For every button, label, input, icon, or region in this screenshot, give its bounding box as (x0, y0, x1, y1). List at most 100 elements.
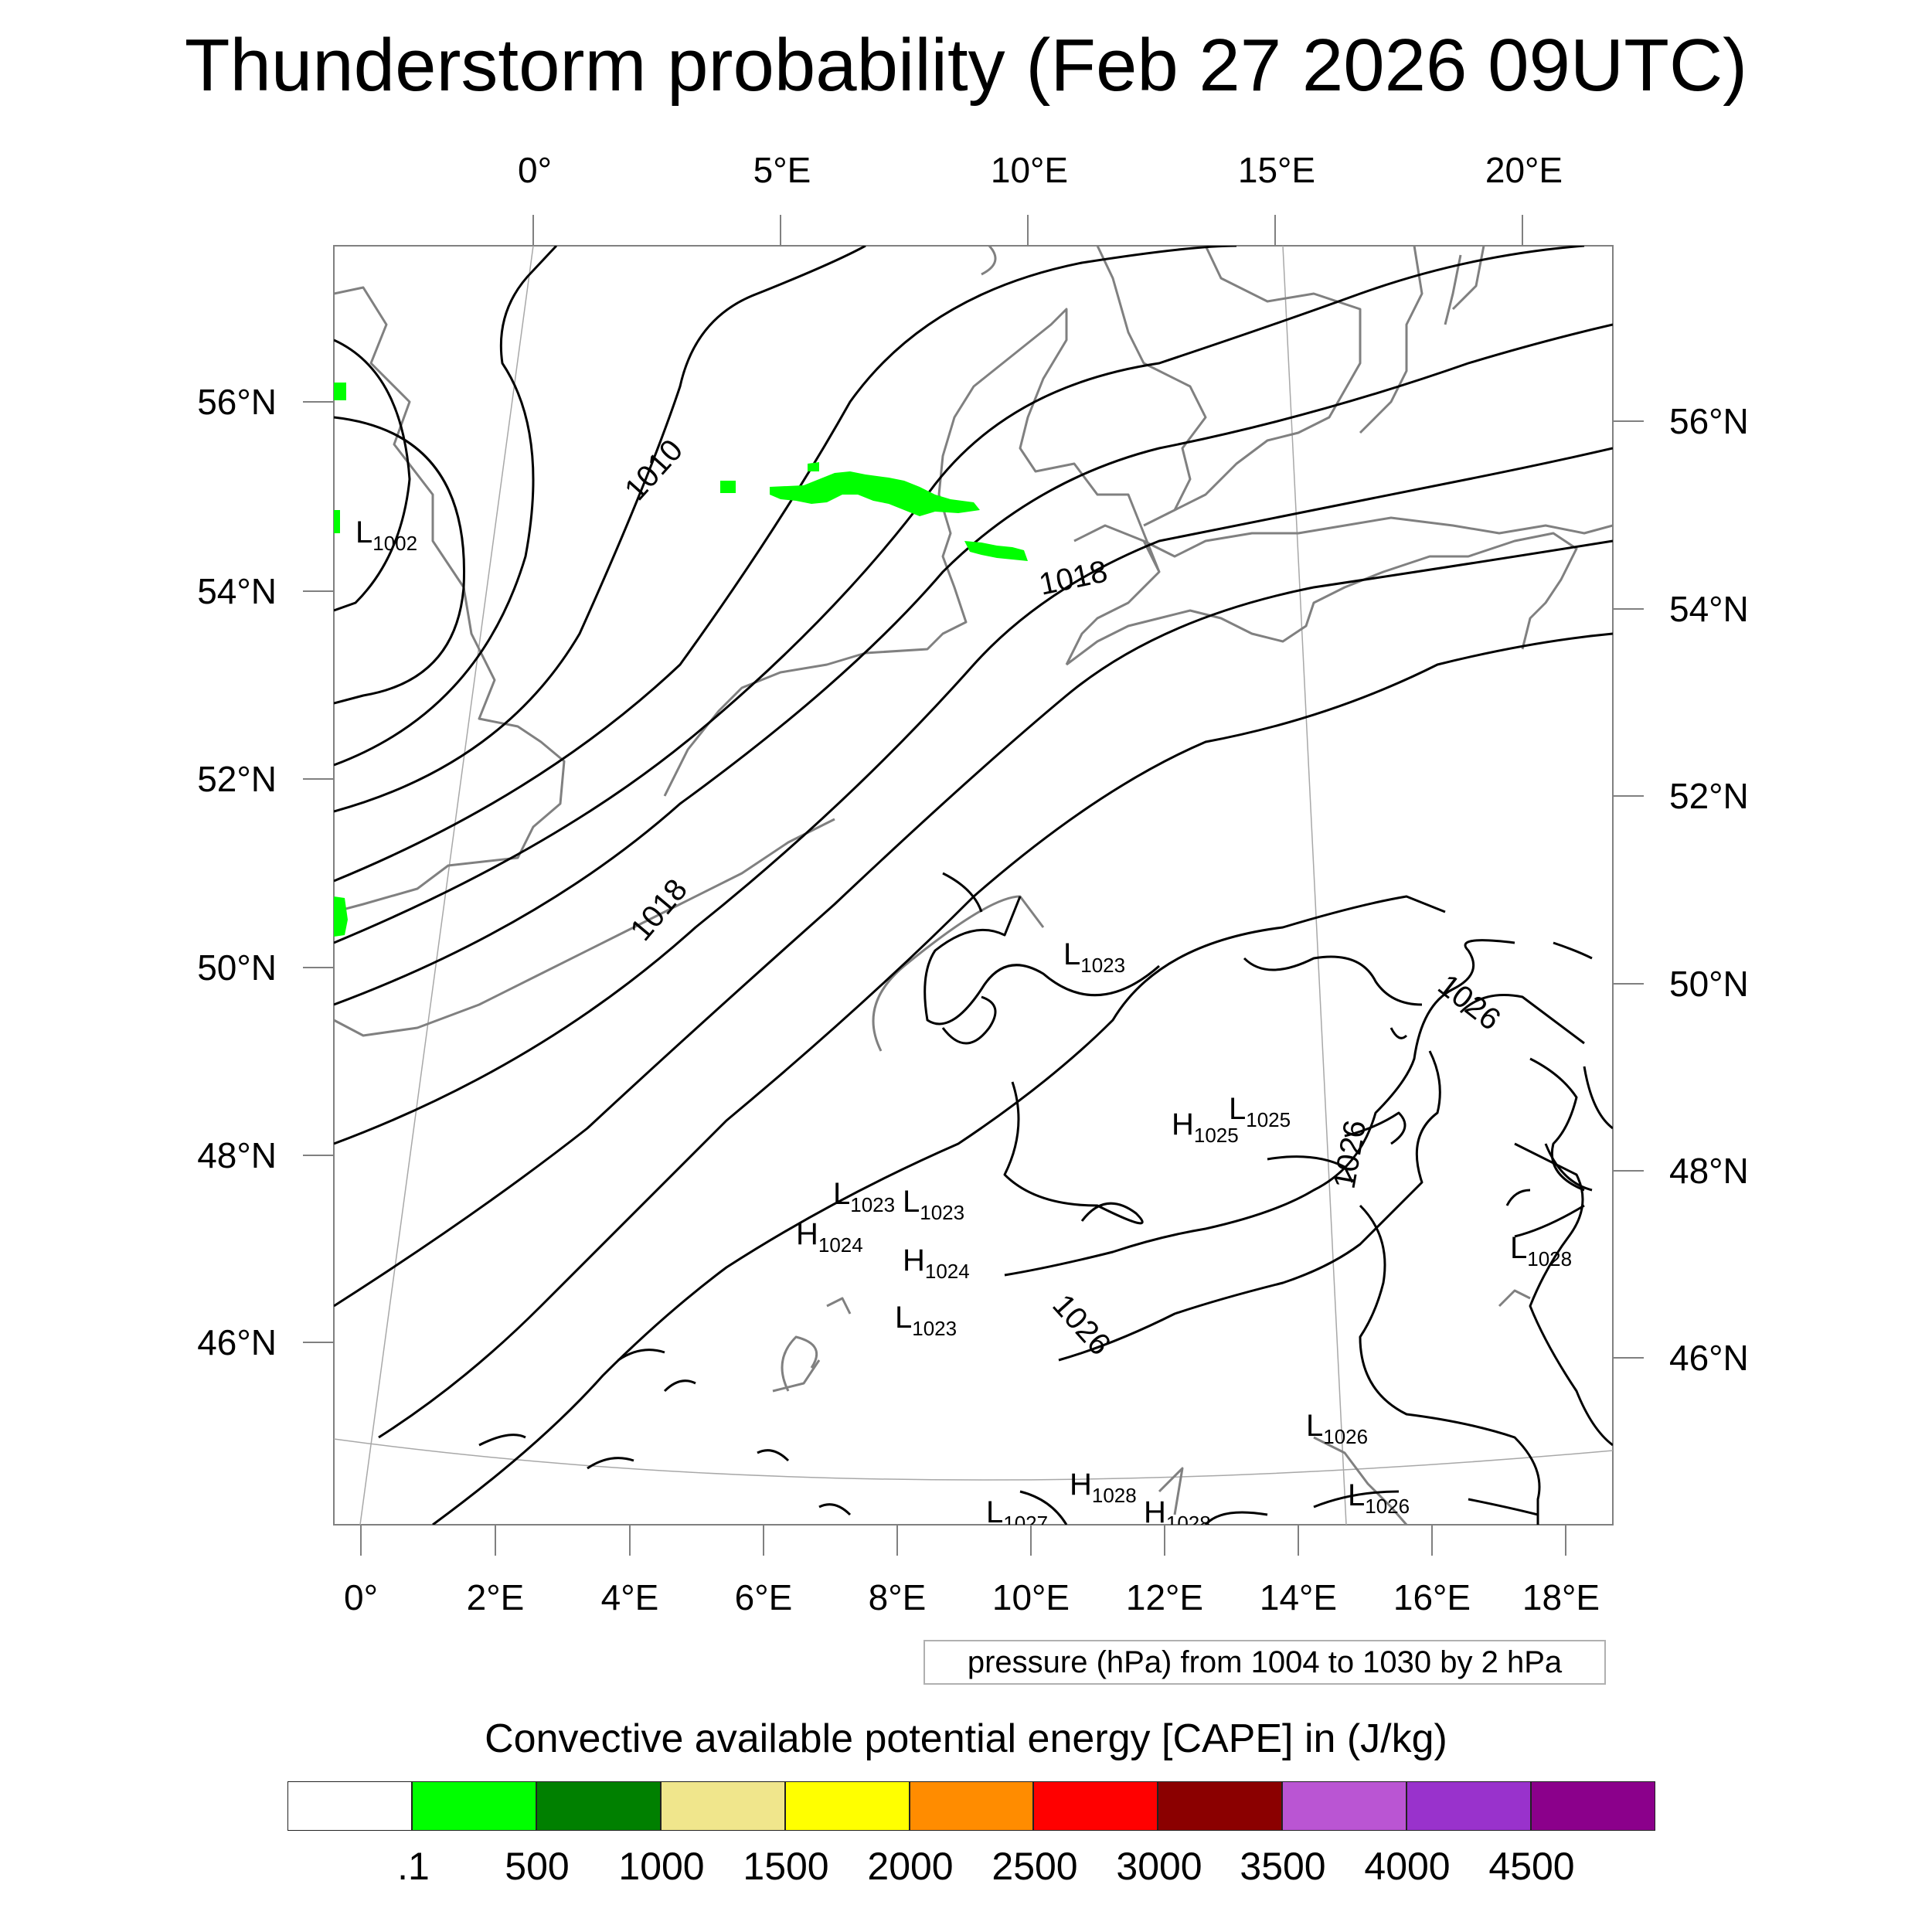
legend-tick-label: 4500 (1488, 1845, 1575, 1888)
pressure-center: L1028 (1510, 1231, 1572, 1270)
center-value: 1023 (920, 1201, 964, 1224)
pressure-center: L1025 (1229, 1092, 1291, 1131)
legend-swatch (411, 1781, 536, 1831)
lon-label: 15°E (1238, 150, 1315, 190)
left-lat-labels: 56°N 54°N 52°N 50°N 48°N 46°N (197, 382, 277, 1362)
legend-tick-label: 1000 (618, 1845, 705, 1888)
center-value: 1023 (912, 1317, 957, 1340)
pressure-center: L1023 (1063, 937, 1125, 977)
center-value: 1026 (1323, 1425, 1368, 1448)
lon-label: 12°E (1126, 1577, 1203, 1617)
lon-label: 0° (518, 150, 552, 190)
legend-swatch (1158, 1781, 1283, 1831)
lon-label: 10°E (991, 150, 1068, 190)
legend-swatch (1033, 1781, 1158, 1831)
right-lat-labels: 56°N 54°N 52°N 50°N 48°N 46°N (1669, 401, 1749, 1378)
lon-label: 4°E (601, 1577, 659, 1617)
lat-label: 54°N (1669, 589, 1749, 629)
center-value: 1028 (1092, 1484, 1137, 1507)
lat-label: 56°N (197, 382, 277, 422)
center-type: H (1144, 1495, 1166, 1529)
lon-label: 14°E (1260, 1577, 1337, 1617)
center-type: L (895, 1301, 912, 1335)
center-type: H (796, 1217, 818, 1251)
center-value: 1024 (925, 1260, 970, 1283)
legend-tick-label: 4000 (1364, 1845, 1451, 1888)
map-frame (333, 245, 1614, 1526)
lat-label: 48°N (197, 1135, 277, 1175)
contour-info-label: pressure (hPa) from 1004 to 1030 by 2 hP… (923, 1640, 1606, 1685)
legend-swatch (1282, 1781, 1407, 1831)
center-type: L (986, 1495, 1003, 1529)
legend-title: Convective available potential energy [C… (485, 1716, 1447, 1761)
pressure-center: H1028 (1144, 1495, 1211, 1535)
pressure-center: L1026 (1306, 1409, 1368, 1448)
lon-label: 18°E (1522, 1577, 1600, 1617)
legend-tick-label: 3500 (1240, 1845, 1326, 1888)
chart-title: Thunderstorm probability (Feb 27 2026 09… (184, 24, 1748, 107)
center-value: 1026 (1365, 1495, 1410, 1518)
pressure-center: L1023 (833, 1177, 895, 1216)
color-legend-bar (287, 1781, 1655, 1831)
lat-label: 46°N (1669, 1338, 1749, 1378)
legend-swatch (1406, 1781, 1532, 1831)
center-value: 1028 (1527, 1247, 1572, 1270)
lat-label: 46°N (197, 1322, 277, 1362)
lat-label: 56°N (1669, 401, 1749, 441)
center-type: L (833, 1177, 850, 1211)
pressure-center: L1023 (895, 1301, 957, 1340)
lon-label: 20°E (1485, 150, 1563, 190)
center-type: L (903, 1185, 920, 1219)
center-type: L (1510, 1231, 1527, 1265)
legend-swatch (909, 1781, 1034, 1831)
lon-label: 0° (344, 1577, 378, 1617)
lon-label: 6°E (735, 1577, 793, 1617)
center-value: 1027 (1003, 1512, 1048, 1535)
legend-tick-label: 500 (505, 1845, 570, 1888)
legend-swatch (784, 1781, 910, 1831)
coastlines (334, 246, 1613, 1525)
center-value: 1025 (1194, 1124, 1239, 1147)
pressure-center: L1002 (355, 515, 417, 555)
top-lon-labels: 0° 5°E 10°E 15°E 20°E (518, 150, 1563, 190)
axis-ticks (303, 215, 1644, 1556)
center-value: 1024 (818, 1233, 863, 1257)
center-value: 1002 (372, 532, 417, 555)
pressure-center: L1026 (1348, 1478, 1410, 1518)
legend-swatch (1531, 1781, 1655, 1831)
pressure-center: L1023 (903, 1185, 964, 1224)
pressure-center: H1024 (796, 1217, 863, 1257)
pressure-center: H1025 (1172, 1107, 1239, 1147)
lon-label: 5°E (753, 150, 811, 190)
center-value: 1023 (850, 1193, 895, 1216)
legend-tick-label: 2000 (867, 1845, 954, 1888)
lat-label: 50°N (197, 947, 277, 988)
center-value: 1023 (1080, 954, 1125, 977)
center-type: H (903, 1243, 925, 1277)
lon-label: 8°E (869, 1577, 927, 1617)
lon-label: 2°E (467, 1577, 525, 1617)
bottom-lon-labels: 0° 2°E 4°E 6°E 8°E 10°E 12°E 14°E 16°E 1… (344, 1577, 1600, 1617)
isobars (334, 246, 1613, 1525)
legend-tick-label: 3000 (1116, 1845, 1202, 1888)
lat-label: 52°N (197, 759, 277, 799)
center-type: L (355, 515, 372, 549)
pressure-centers: L1002 L1023 H1025 L1025 L1023 L1023 H102… (355, 515, 1572, 1535)
lat-label: 50°N (1669, 964, 1749, 1004)
legend-tick-label: 2500 (992, 1845, 1078, 1888)
lat-label: 54°N (197, 571, 277, 611)
pressure-center: H1024 (903, 1243, 970, 1283)
legend-swatch (287, 1781, 412, 1831)
center-type: H (1172, 1107, 1194, 1141)
cape-areas (334, 383, 1028, 937)
center-value: 1028 (1166, 1512, 1211, 1535)
lat-label: 48°N (1669, 1151, 1749, 1191)
legend-tick-label: 1500 (743, 1845, 829, 1888)
legend-swatch (660, 1781, 785, 1831)
legend-tick-label: .1 (397, 1845, 430, 1888)
lat-label: 52°N (1669, 776, 1749, 816)
center-type: L (1229, 1092, 1246, 1126)
lon-label: 10°E (992, 1577, 1070, 1617)
center-type: L (1348, 1478, 1365, 1512)
